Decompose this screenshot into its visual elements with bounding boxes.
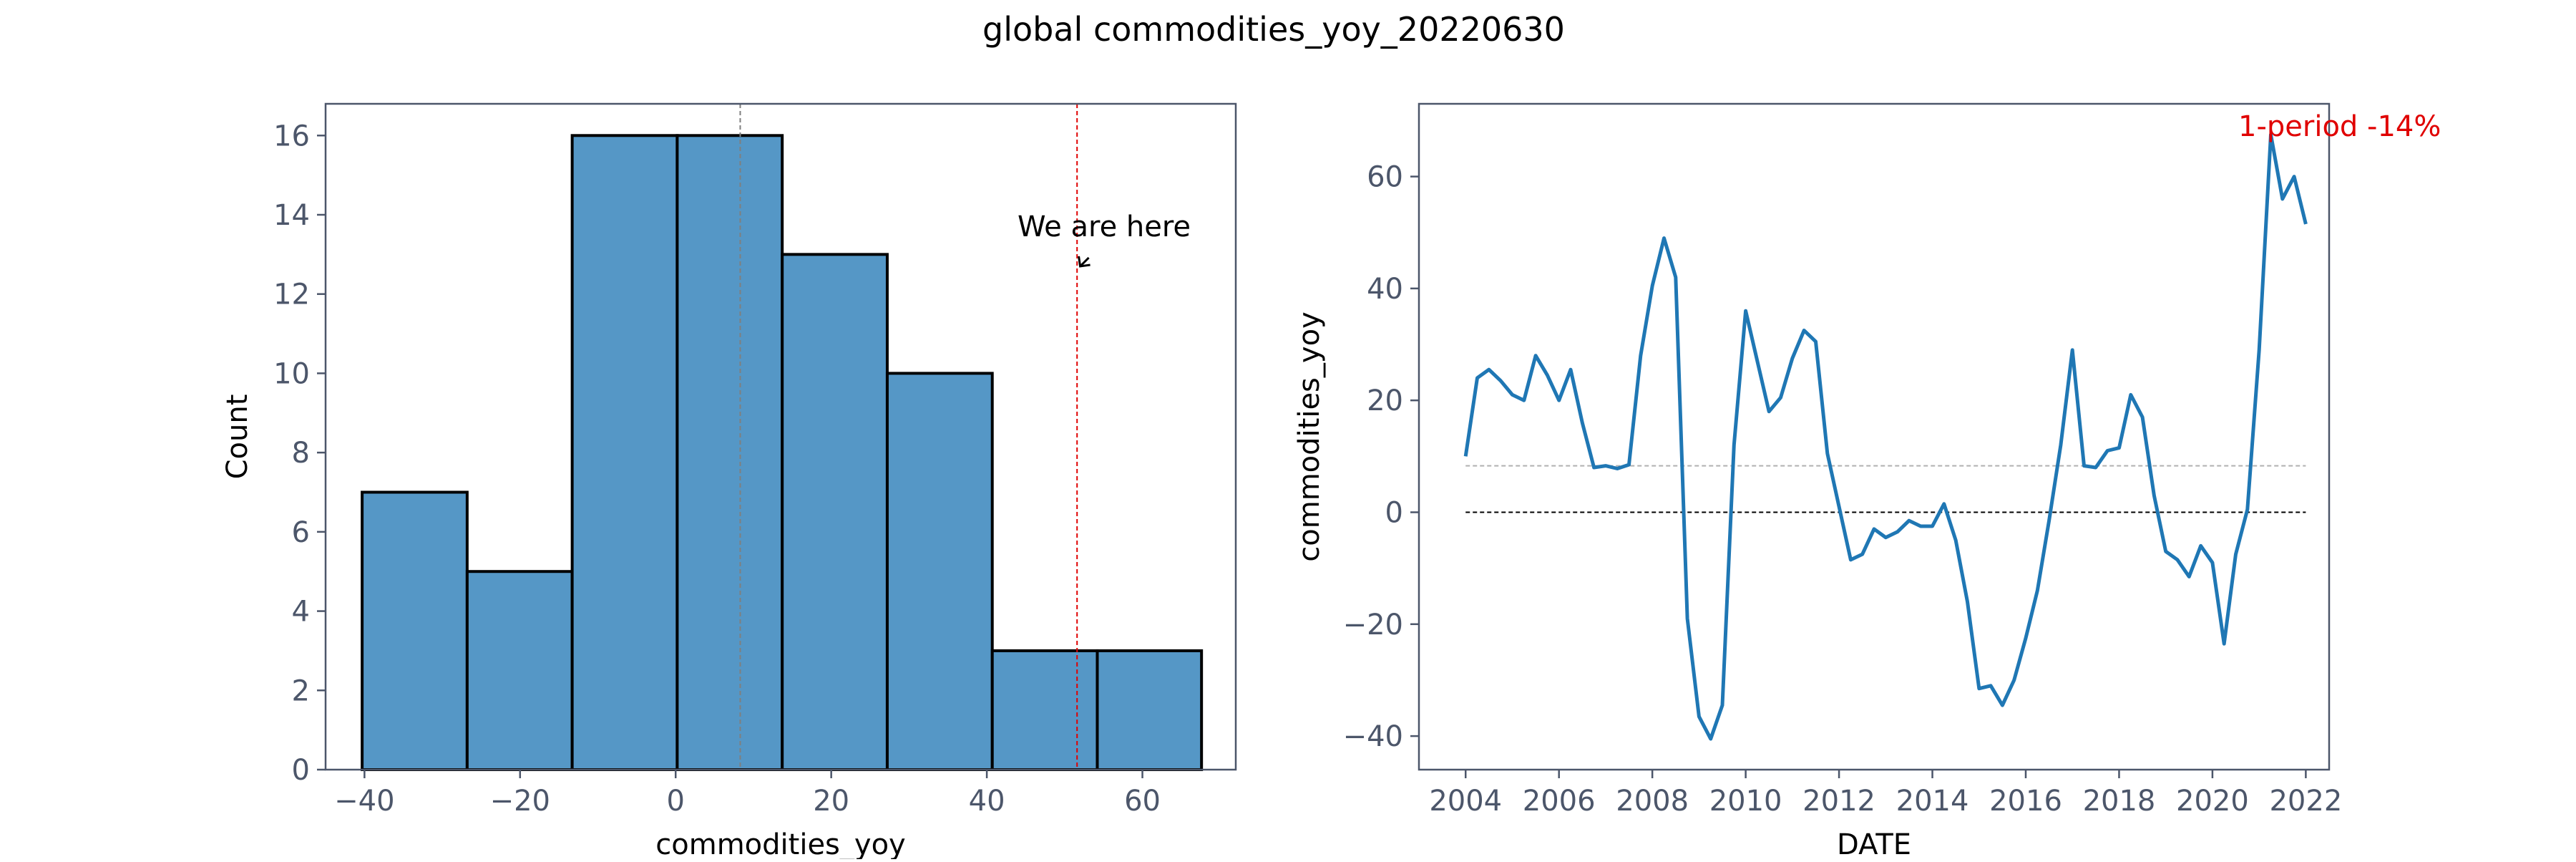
x-tick-label: 2016	[1989, 785, 2062, 818]
timeseries-x-ticks: 2004 2006 2008 2010 2012 2014 2016 2018 2020 2022	[1429, 770, 2342, 818]
x-tick-label: −20	[490, 785, 550, 818]
x-tick-label: 2022	[2269, 785, 2342, 818]
histogram-bar	[361, 490, 469, 771]
series-line	[1463, 132, 2308, 741]
x-tick-label: 40	[969, 785, 1005, 818]
histogram-bar	[465, 570, 574, 771]
y-tick-label: 20	[1367, 384, 1403, 417]
y-tick-label: 12	[273, 279, 310, 311]
x-tick-label: 2014	[1896, 785, 1969, 818]
x-tick-label: −40	[334, 785, 394, 818]
x-tick-label: 60	[1124, 785, 1161, 818]
y-tick-label: 16	[273, 120, 310, 152]
histogram-bar	[781, 253, 889, 772]
y-tick-label: 2	[292, 674, 310, 707]
histogram-y-ticks: 0 2 4 6 8 10 12 14 16	[273, 120, 326, 787]
y-tick-label: 40	[1367, 273, 1403, 306]
x-tick-label: 2008	[1616, 785, 1689, 818]
y-tick-label: 10	[273, 357, 310, 390]
x-tick-label: 0	[667, 785, 685, 818]
histogram-bars	[361, 134, 1204, 772]
x-tick-label: 2012	[1802, 785, 1875, 818]
x-tick-label: 2018	[2083, 785, 2156, 818]
histogram-x-axis-label: commodities_yoy	[655, 828, 905, 859]
histogram-bar	[885, 372, 994, 771]
y-tick-label: −20	[1343, 609, 1403, 641]
histogram-bar	[675, 134, 784, 772]
y-tick-label: 8	[292, 437, 310, 470]
histogram-y-axis-label: Count	[221, 394, 254, 480]
y-tick-label: −40	[1343, 720, 1403, 753]
histogram-bar	[990, 649, 1099, 772]
timeseries-y-axis-label: commodities_yoy	[1293, 311, 1326, 561]
we-are-here-annotation: We are here	[1018, 210, 1191, 243]
x-tick-label: 2004	[1429, 785, 1502, 818]
timeseries-x-axis-label: DATE	[1837, 828, 1911, 859]
y-tick-label: 4	[292, 596, 310, 629]
histogram-x-ticks: −40 −20 0 20 40 60	[334, 770, 1161, 818]
histogram-bar	[1096, 649, 1204, 772]
timeseries-frame	[1418, 102, 2331, 771]
y-tick-label: 14	[273, 199, 310, 232]
y-tick-label: 0	[292, 754, 310, 787]
timeseries-y-ticks: −40 −20 0 20 40 60	[1343, 161, 1419, 753]
x-tick-label: 2006	[1523, 785, 1596, 818]
figure-title: global commodities_yoy_20220630	[982, 10, 1565, 49]
y-tick-label: 0	[1385, 497, 1403, 530]
histogram-panel: −40 −20 0 20 40 60 0 2 4 6 8 10 12 14 16 commodities_…	[221, 102, 1237, 861]
period-change-annotation: 1-period -14%	[2238, 110, 2441, 143]
histogram-bar	[570, 134, 679, 772]
y-tick-label: 6	[292, 516, 310, 549]
x-tick-label: 20	[813, 785, 849, 818]
x-tick-label: 2020	[2176, 785, 2249, 818]
annotation-arrow	[1078, 256, 1091, 268]
timeseries-panel: 2004 2006 2008 2010 2012 2014 2016 2018 2020 2022…	[1293, 102, 2441, 861]
x-tick-label: 2010	[1709, 785, 1782, 818]
histogram-frame	[324, 102, 1237, 771]
y-tick-label: 60	[1367, 161, 1403, 194]
